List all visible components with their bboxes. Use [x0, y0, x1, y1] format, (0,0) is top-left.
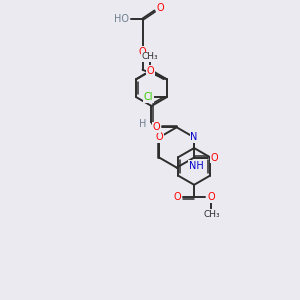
Text: NH: NH	[189, 161, 204, 171]
Text: O: O	[208, 192, 215, 202]
Text: O: O	[139, 47, 146, 57]
Text: H: H	[140, 119, 147, 129]
Text: CH₃: CH₃	[142, 52, 159, 61]
Text: O: O	[173, 192, 181, 202]
Text: O: O	[157, 3, 164, 13]
Text: Cl: Cl	[144, 92, 153, 102]
Text: O: O	[153, 122, 160, 132]
Text: O: O	[146, 66, 154, 76]
Text: O: O	[211, 152, 218, 163]
Text: HO: HO	[114, 14, 129, 23]
Text: O: O	[155, 132, 163, 142]
Text: N: N	[190, 132, 198, 142]
Text: CH₃: CH₃	[203, 210, 220, 219]
